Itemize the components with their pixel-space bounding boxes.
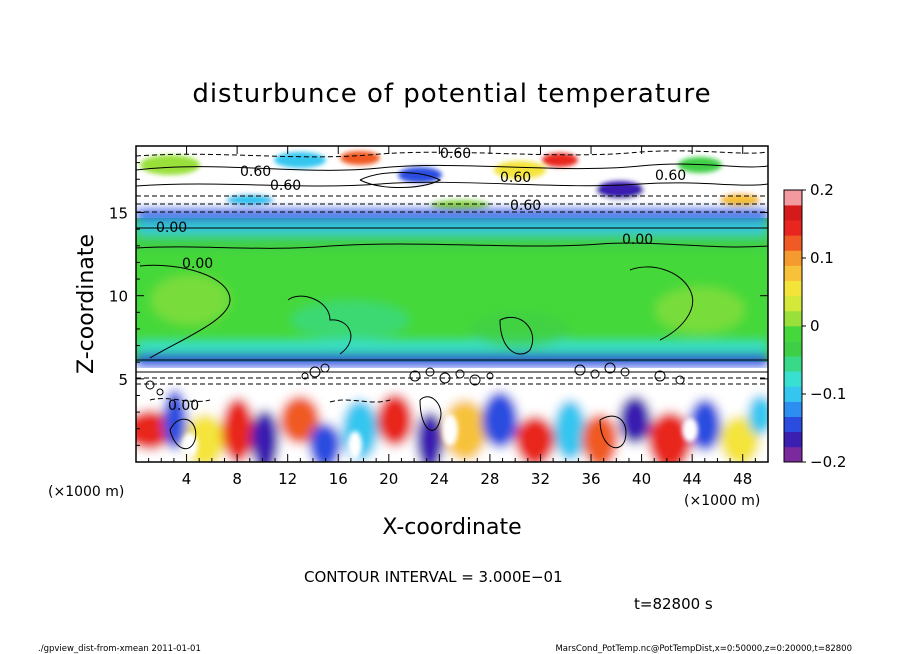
colorbar-tick-label: −0.1 bbox=[810, 385, 846, 403]
x-tick-label: 40 bbox=[632, 470, 651, 488]
colorbar-segment bbox=[784, 326, 802, 342]
contour-label: 0.60 bbox=[510, 198, 541, 214]
colorbar-segment bbox=[784, 401, 802, 417]
colorbar-segment bbox=[784, 220, 802, 236]
x-tick-label: 4 bbox=[182, 470, 192, 488]
time-label: t=82800 s bbox=[634, 595, 713, 613]
colorbar: 0.2 0.1 0 −0.1 −0.2 bbox=[783, 181, 846, 471]
colorbar-segment bbox=[784, 280, 802, 297]
upper-layer bbox=[136, 151, 768, 216]
x-tick-label: 28 bbox=[480, 470, 499, 488]
colorbar-segment bbox=[784, 190, 802, 206]
plot-area: 0.60 0.60 0.60 0.60 0.60 0.60 0.00 0.00 … bbox=[136, 146, 768, 462]
x-unit-note: (×1000 m) bbox=[48, 484, 124, 500]
x-tick-label: 36 bbox=[581, 470, 600, 488]
contour-label: 0.60 bbox=[655, 168, 686, 184]
y-axis: 5 10 15 bbox=[109, 162, 768, 446]
contour-labels: 0.60 0.60 0.60 0.60 0.60 0.60 0.00 0.00 … bbox=[156, 146, 686, 414]
colorbar-tick-label: 0.1 bbox=[810, 249, 834, 267]
x-tick-label: 8 bbox=[232, 470, 242, 488]
contour-label: 0.60 bbox=[500, 170, 531, 186]
x-tick-label: 24 bbox=[430, 470, 449, 488]
colorbar-segment bbox=[784, 265, 802, 281]
x-tick-label: 32 bbox=[531, 470, 550, 488]
x-tick-label: 48 bbox=[733, 470, 752, 488]
y-tick-label: 15 bbox=[109, 205, 128, 223]
x-tick-label: 16 bbox=[329, 470, 348, 488]
colorbar-tick-label: −0.2 bbox=[810, 453, 846, 471]
y-tick-label: 5 bbox=[118, 371, 128, 389]
contour-label: 0.00 bbox=[182, 256, 213, 272]
colorbar-tick-label: 0.2 bbox=[810, 181, 834, 199]
z-unit-note: (×1000 m) bbox=[684, 493, 760, 509]
colorbar-segment bbox=[784, 371, 802, 387]
colorbar-segment bbox=[784, 386, 802, 402]
y-axis-label: Z-coordinate bbox=[74, 234, 99, 374]
colorbar-segment bbox=[784, 416, 802, 433]
colorbar-segment bbox=[784, 310, 802, 327]
contour-label: 0.60 bbox=[240, 164, 271, 180]
colorbar-segment bbox=[784, 431, 802, 448]
footer-right: MarsCond_PotTemp.nc@PotTempDist,x=0:5000… bbox=[555, 644, 852, 654]
colorbar-tick-label: 0 bbox=[810, 317, 820, 335]
x-tick-label: 44 bbox=[683, 470, 702, 488]
contour-label: 0.00 bbox=[622, 232, 653, 248]
chart-title: disturbunce of potential temperature bbox=[192, 79, 711, 109]
x-axis-label: X-coordinate bbox=[382, 515, 521, 540]
colorbar-segment bbox=[784, 446, 802, 463]
contour-label: 0.00 bbox=[168, 398, 199, 414]
colorbar-segment bbox=[784, 205, 802, 221]
colorbar-segment bbox=[784, 295, 802, 312]
contour-label: 0.60 bbox=[440, 146, 471, 162]
contour-interval: CONTOUR INTERVAL = 3.000E−01 bbox=[304, 568, 563, 586]
colorbar-segment bbox=[784, 356, 802, 372]
y-tick-label: 10 bbox=[109, 288, 128, 306]
colorbar-segment bbox=[784, 235, 802, 251]
x-tick-label: 12 bbox=[278, 470, 297, 488]
footer-left: ./gpview_dist-from-xmean 2011-01-01 bbox=[38, 644, 201, 654]
x-tick-label: 20 bbox=[379, 470, 398, 488]
contour-label: 0.00 bbox=[156, 220, 187, 236]
colorbar-segment bbox=[784, 341, 802, 357]
contour-label: 0.60 bbox=[270, 178, 301, 194]
colorbar-segment bbox=[784, 250, 802, 266]
contours-dashed bbox=[136, 150, 768, 403]
x-axis: 4 8 12 16 20 24 28 32 36 40 44 48 bbox=[148, 146, 756, 488]
